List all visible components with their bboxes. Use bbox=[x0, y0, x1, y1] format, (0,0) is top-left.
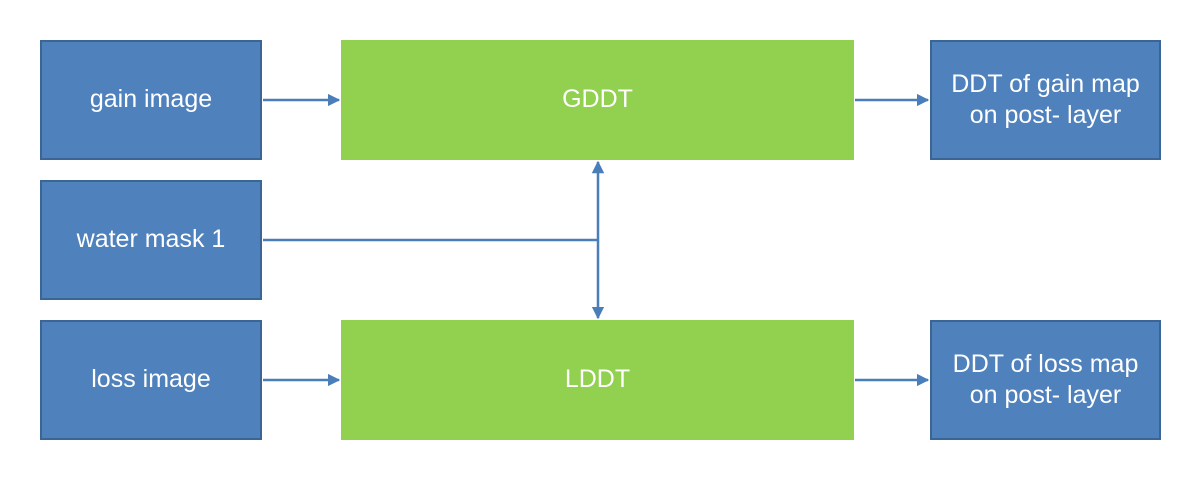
water-mask-node: water mask 1 bbox=[40, 180, 262, 300]
water-mask-label: water mask 1 bbox=[76, 225, 226, 254]
gain-image-node: gain image bbox=[40, 40, 262, 160]
loss-output-node: DDT of loss map on post- layer bbox=[930, 320, 1161, 440]
gddt-node: GDDT bbox=[341, 40, 854, 160]
gddt-label: GDDT bbox=[562, 85, 633, 114]
loss-output-label: DDT of loss map on post- layer bbox=[952, 349, 1139, 409]
gain-output-label: DDT of gain map on post- layer bbox=[951, 69, 1140, 129]
lddt-node: LDDT bbox=[341, 320, 854, 440]
loss-image-label: loss image bbox=[91, 365, 211, 394]
gain-output-node: DDT of gain map on post- layer bbox=[930, 40, 1161, 160]
loss-image-node: loss image bbox=[40, 320, 262, 440]
lddt-label: LDDT bbox=[564, 365, 631, 394]
gain-image-label: gain image bbox=[89, 85, 213, 114]
